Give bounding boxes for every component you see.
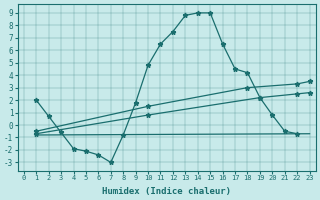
X-axis label: Humidex (Indice chaleur): Humidex (Indice chaleur) [102, 187, 231, 196]
